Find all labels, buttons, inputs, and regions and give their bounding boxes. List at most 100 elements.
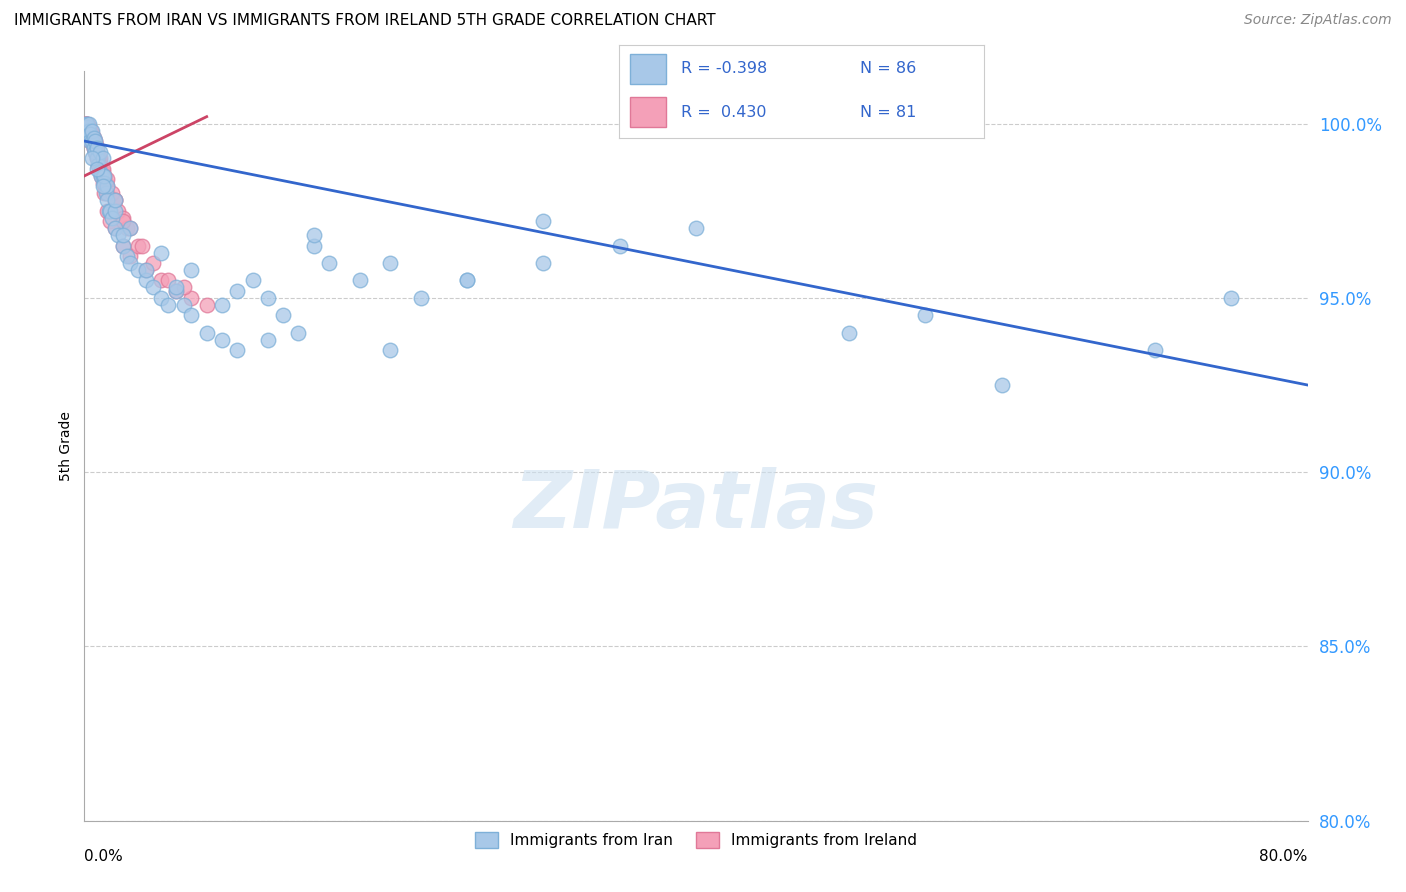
- Point: [93, 186, 115, 201]
- Point: [456, 273, 478, 287]
- Point: [226, 284, 249, 298]
- Text: 0.0%: 0.0%: [84, 848, 124, 863]
- Point: [107, 203, 129, 218]
- Point: [77, 123, 100, 137]
- Point: [94, 176, 117, 190]
- Point: [104, 194, 127, 208]
- Point: [104, 194, 127, 208]
- Point: [91, 176, 114, 190]
- Point: [157, 298, 180, 312]
- Point: [111, 238, 134, 252]
- Point: [77, 127, 100, 141]
- Point: [226, 343, 249, 358]
- Point: [149, 245, 172, 260]
- Point: [135, 263, 157, 277]
- Point: [838, 326, 860, 340]
- Point: [76, 123, 98, 137]
- Point: [115, 249, 138, 263]
- Point: [93, 169, 115, 183]
- Point: [101, 211, 124, 225]
- Point: [349, 273, 371, 287]
- Point: [111, 228, 134, 243]
- Point: [86, 145, 108, 159]
- Text: R = -0.398: R = -0.398: [681, 62, 768, 77]
- Point: [107, 228, 129, 243]
- Point: [101, 186, 124, 201]
- Point: [302, 238, 325, 252]
- Point: [211, 298, 233, 312]
- Point: [90, 169, 112, 183]
- Point: [79, 134, 101, 148]
- Point: [685, 221, 707, 235]
- Point: [80, 127, 103, 141]
- Point: [914, 308, 936, 322]
- Point: [98, 214, 121, 228]
- Point: [180, 291, 202, 305]
- Point: [84, 145, 107, 159]
- Point: [77, 127, 100, 141]
- Point: [91, 169, 114, 183]
- Point: [89, 165, 111, 179]
- Point: [79, 127, 101, 141]
- Point: [242, 273, 264, 287]
- Text: 80.0%: 80.0%: [1260, 848, 1308, 863]
- Point: [90, 169, 112, 183]
- Point: [1143, 343, 1166, 358]
- Point: [195, 326, 218, 340]
- Point: [149, 273, 172, 287]
- Legend: Immigrants from Iran, Immigrants from Ireland: Immigrants from Iran, Immigrants from Ir…: [468, 826, 924, 855]
- Text: N = 81: N = 81: [860, 104, 917, 120]
- Point: [127, 263, 149, 277]
- Point: [165, 284, 187, 298]
- Text: Source: ZipAtlas.com: Source: ZipAtlas.com: [1244, 13, 1392, 28]
- Point: [76, 123, 98, 137]
- Point: [75, 117, 97, 131]
- Point: [131, 238, 153, 252]
- Text: R =  0.430: R = 0.430: [681, 104, 766, 120]
- Point: [98, 203, 121, 218]
- Point: [75, 117, 97, 131]
- Point: [89, 145, 111, 159]
- Point: [97, 203, 120, 218]
- Point: [79, 130, 101, 145]
- Point: [287, 326, 309, 340]
- Point: [96, 186, 118, 201]
- Point: [380, 256, 402, 270]
- Point: [120, 221, 142, 235]
- Point: [91, 152, 114, 166]
- Point: [380, 343, 402, 358]
- Point: [165, 284, 187, 298]
- Point: [76, 120, 98, 135]
- FancyBboxPatch shape: [630, 97, 666, 127]
- Point: [111, 214, 134, 228]
- Point: [96, 194, 118, 208]
- Point: [96, 179, 118, 194]
- Point: [104, 221, 127, 235]
- Point: [991, 378, 1014, 392]
- Point: [87, 158, 110, 172]
- Point: [80, 123, 103, 137]
- Point: [120, 221, 142, 235]
- Point: [89, 161, 111, 176]
- Point: [83, 141, 105, 155]
- Point: [531, 256, 554, 270]
- Point: [180, 263, 202, 277]
- Point: [83, 130, 105, 145]
- Point: [80, 123, 103, 137]
- Point: [75, 120, 97, 135]
- Text: ZIPatlas: ZIPatlas: [513, 467, 879, 545]
- Point: [165, 280, 187, 294]
- Text: N = 86: N = 86: [860, 62, 917, 77]
- Point: [111, 238, 134, 252]
- Point: [96, 179, 118, 194]
- Point: [149, 291, 172, 305]
- Point: [89, 155, 111, 169]
- Point: [211, 333, 233, 347]
- Point: [83, 141, 105, 155]
- Point: [83, 137, 105, 152]
- Point: [84, 141, 107, 155]
- Point: [84, 137, 107, 152]
- Point: [80, 134, 103, 148]
- Point: [609, 238, 631, 252]
- Point: [104, 194, 127, 208]
